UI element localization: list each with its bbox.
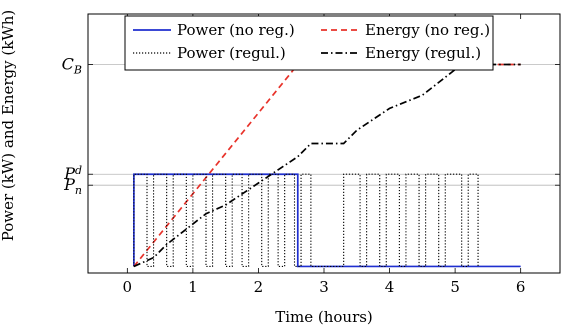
y-tick-symbol: C — [62, 54, 74, 73]
y-tick-label: Pn — [63, 175, 82, 197]
x-tick-label: 4 — [385, 278, 395, 296]
x-tick-label: 6 — [516, 278, 526, 296]
y-tick-label: Pd — [63, 164, 82, 183]
legend-label-0: Power (no reg.) — [177, 21, 295, 39]
legend-box — [124, 15, 494, 71]
series-line-1 — [133, 63, 521, 267]
legend-label-3: Energy (regul.) — [365, 44, 481, 62]
x-tick-label: 3 — [319, 278, 329, 296]
legend: Power (no reg.) Energy (no reg.) Power (re… — [124, 15, 494, 71]
x-tick-label: 5 — [450, 278, 460, 296]
x-tick-label: 0 — [123, 278, 133, 296]
x-axis-label: Time (hours) — [275, 308, 373, 326]
y-axis-label: Power (kW) and Energy (kWh) — [0, 10, 17, 242]
series-line-3 — [133, 63, 521, 268]
x-tick-label: 1 — [188, 278, 198, 296]
y-gridlines — [88, 64, 560, 186]
y-tick-subscript: d — [75, 164, 82, 177]
y-tick-label: CB — [62, 54, 82, 76]
x-ticks: 0 1 2 3 4 5 6 — [123, 14, 526, 296]
series-group — [133, 63, 521, 268]
legend-label-2: Power (regul.) — [177, 44, 286, 62]
x-tick-label: 2 — [254, 278, 264, 296]
y-tick-subscript: B — [73, 63, 82, 76]
series-line-2 — [133, 173, 479, 267]
series-line-0 — [133, 173, 521, 268]
legend-label-1: Energy (no reg.) — [365, 21, 490, 39]
y-tick-symbol: P — [63, 175, 75, 194]
y-tick-symbol: P — [63, 164, 75, 183]
y-tick-subscript: n — [75, 184, 82, 197]
